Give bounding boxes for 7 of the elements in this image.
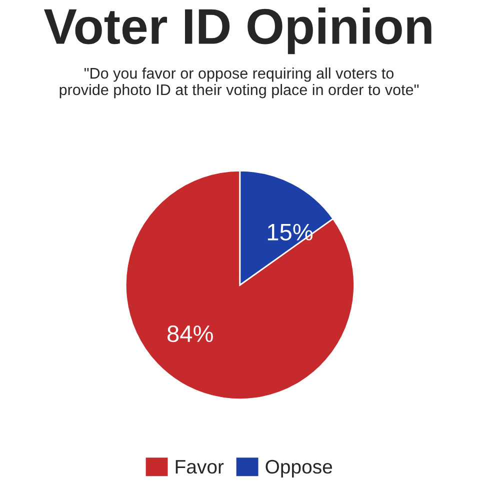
data-label: 15% [268,224,313,241]
legend-label: Favor [176,460,224,474]
pie-slice [124,170,355,400]
chart-title: Voter ID Opinion [44,8,432,54]
data-label: 84% [168,325,213,342]
legend-label: Oppose [266,460,332,478]
chart-subtitle: "Do you favor or oppose requiring all voters to provide photo ID at their voting place in order to vote" [60,68,419,98]
